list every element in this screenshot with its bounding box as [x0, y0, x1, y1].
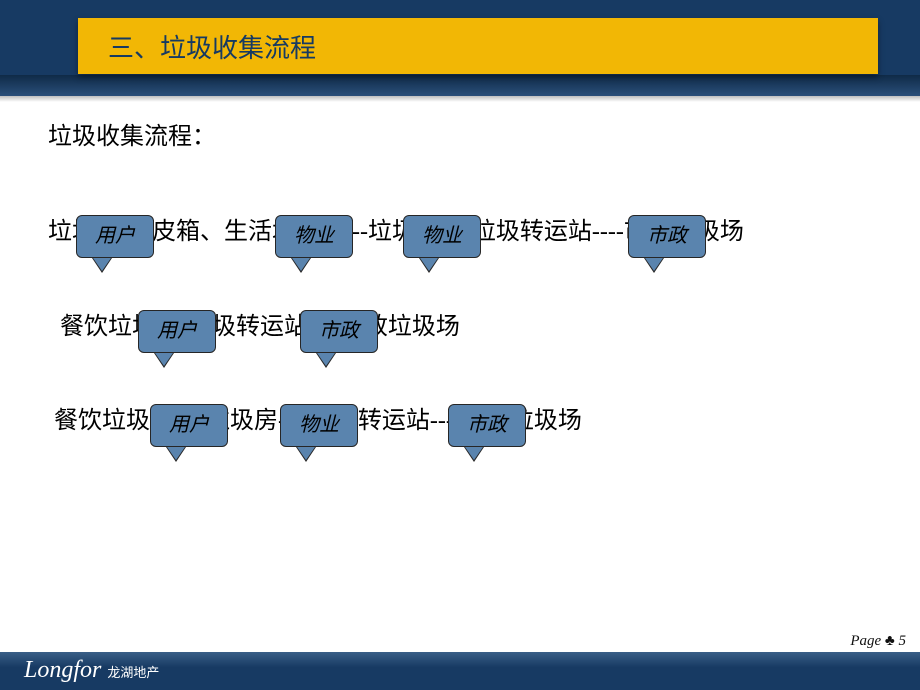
flow-block: 用户 物业 物业 市政 垃圾----果皮箱、生活垃圾桶---垃圾房----垃圾转… [48, 215, 878, 250]
flow-block: 用户 物业 市政 餐饮垃圾----湿垃圾房----垃圾转运站----市政垃圾场 [48, 404, 878, 439]
slide: 三、垃圾收集流程 垃圾收集流程： 用户 物业 物业 市政 垃圾----果皮箱、生… [0, 0, 920, 690]
bottom-band: Longfor 龙湖地产 [0, 652, 920, 690]
section-title: 垃圾收集流程： [48, 120, 878, 155]
title-text: 三、垃圾收集流程 [108, 28, 316, 65]
bubble-row: 用户 市政 [48, 310, 878, 364]
callout-bubble: 市政 [628, 215, 706, 258]
callout-bubble: 市政 [300, 310, 378, 353]
content-area: 垃圾收集流程： 用户 物业 物业 市政 垃圾----果皮箱、生活垃圾桶---垃圾… [48, 120, 878, 467]
flow-block: 用户 市政 餐饮垃圾----垃圾转运站----市政垃圾场 [48, 310, 878, 345]
logo-main: Longfor [24, 657, 101, 684]
callout-bubble: 物业 [403, 215, 481, 258]
logo: Longfor 龙湖地产 [24, 657, 159, 684]
title-bar: 三、垃圾收集流程 [78, 18, 878, 74]
callout-bubble: 市政 [448, 404, 526, 447]
page-label: Page [850, 633, 881, 649]
bubble-row: 用户 物业 物业 市政 [48, 215, 878, 269]
callout-bubble: 用户 [150, 404, 228, 447]
callout-bubble: 用户 [76, 215, 154, 258]
callout-bubble: 物业 [280, 404, 358, 447]
callout-bubble: 物业 [275, 215, 353, 258]
callout-bubble: 用户 [138, 310, 216, 353]
bubble-row: 用户 物业 市政 [48, 404, 878, 458]
page-number: Page ♣ 5 [850, 633, 906, 650]
page-symbol-icon: ♣ [885, 633, 895, 649]
logo-sub: 龙湖地产 [107, 662, 159, 681]
page-num-value: 5 [899, 633, 907, 649]
